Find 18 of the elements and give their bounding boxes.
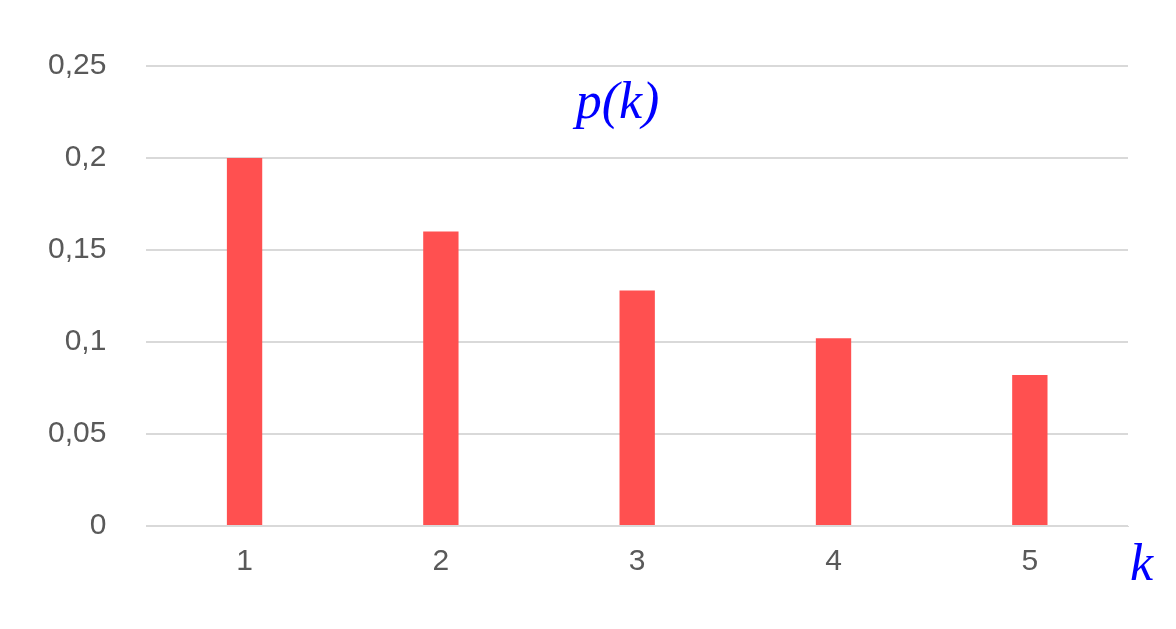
bar — [619, 290, 655, 525]
y-axis-title: p(k) — [571, 71, 660, 130]
bar — [226, 158, 263, 525]
x-tick-label: 3 — [628, 543, 646, 577]
y-tick-label: 0 — [89, 507, 107, 541]
y-tick-label: 0,25 — [48, 47, 107, 81]
x-tick-label: 1 — [236, 543, 253, 577]
y-tick-label: 0,05 — [48, 415, 107, 449]
x-axis-title: k — [1130, 533, 1154, 591]
y-tick-label: 0,2 — [64, 139, 107, 173]
x-tick-label: 5 — [1021, 543, 1039, 577]
x-tick-label: 4 — [825, 543, 842, 577]
y-tick-label: 0,1 — [64, 323, 107, 357]
y-tick-label: 0,15 — [48, 231, 107, 265]
bar — [815, 338, 852, 525]
x-tick-label: 2 — [432, 543, 450, 577]
bar — [1012, 375, 1048, 525]
bar — [423, 231, 459, 525]
